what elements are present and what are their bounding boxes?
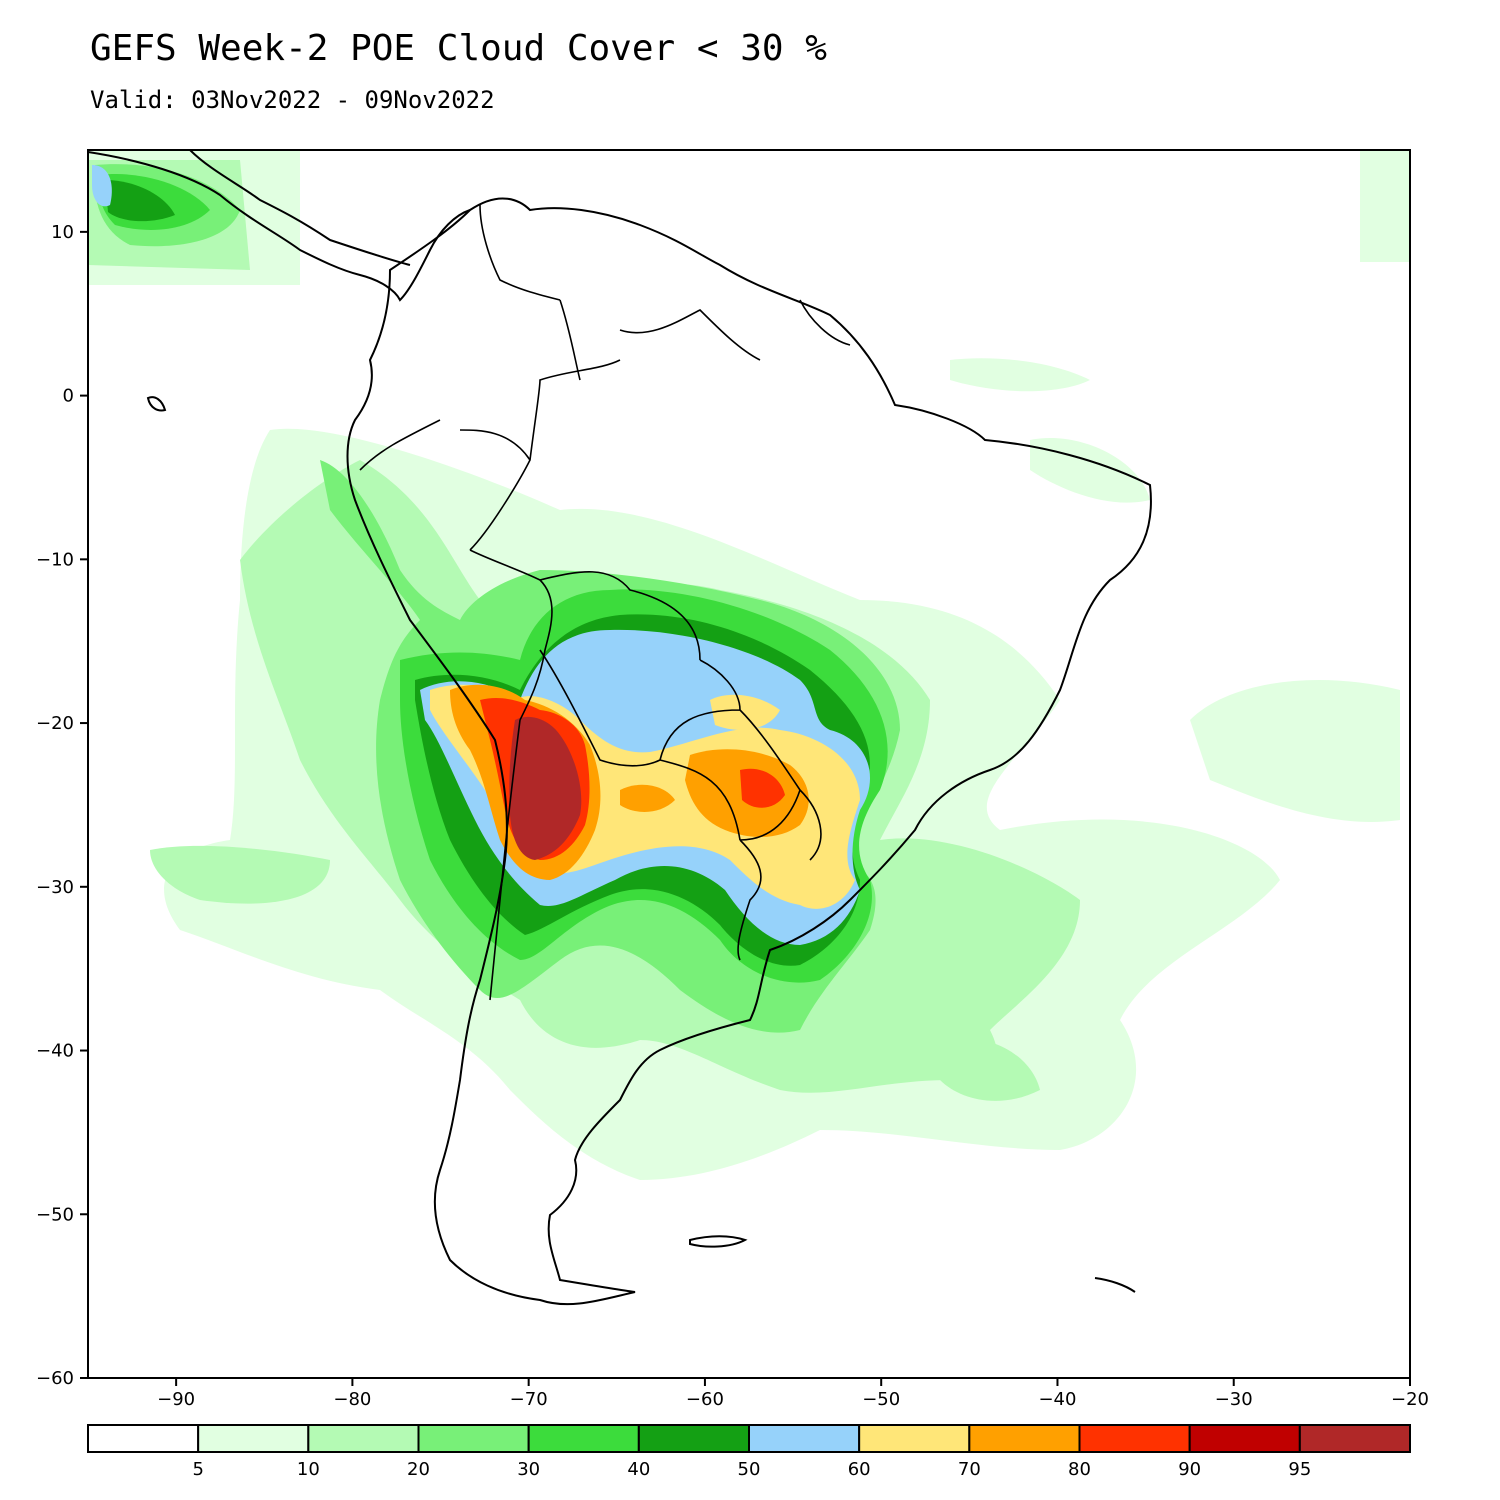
- south-georgia: [1094, 1277, 1136, 1293]
- coastline-borders: [88, 150, 1152, 1306]
- galapagos: [146, 396, 167, 412]
- central-america-coastline: [88, 151, 471, 302]
- colorbar-label: 20: [407, 1459, 430, 1480]
- colorbar-swatch: [527, 1424, 640, 1453]
- colorbar-label: 30: [517, 1459, 540, 1480]
- central-america-coast-north: [189, 150, 411, 266]
- colorbar: 5 10 20 30 40 50 60 70 80 90 95: [87, 1424, 1412, 1480]
- colorbar-swatch: [1298, 1424, 1412, 1453]
- x-tick-label: −40: [1038, 1389, 1076, 1410]
- country-borders: [359, 204, 851, 1001]
- colorbar-swatch: [1188, 1424, 1301, 1453]
- y-tick-label: 0: [63, 386, 74, 407]
- probability-field: [88, 150, 1410, 1181]
- falkland-islands: [689, 1235, 748, 1248]
- colorbar-label: 70: [958, 1459, 981, 1480]
- x-tick-label: −50: [862, 1389, 900, 1410]
- x-tick-label: −20: [1391, 1389, 1429, 1410]
- x-tick-label: −60: [686, 1389, 724, 1410]
- colorbar-swatch: [197, 1424, 310, 1453]
- colorbar-label: 95: [1288, 1459, 1311, 1480]
- colorbar-label: 5: [192, 1459, 203, 1480]
- x-tick-label: −80: [333, 1389, 371, 1410]
- axis-ticks: −90 −80 −70 −60 −50 −40 −30 −20 10 0 −10 −20 −30 −40 −…: [36, 222, 1429, 1410]
- colorbar-label: 40: [627, 1459, 650, 1480]
- y-tick-label: −10: [36, 549, 74, 570]
- colorbar-swatch: [87, 1424, 200, 1453]
- plot-frame: [87, 149, 1411, 1379]
- map-subtitle: Valid: 03Nov2022 - 09Nov2022: [90, 86, 495, 114]
- colorbar-swatch: [307, 1424, 420, 1453]
- y-tick-label: −40: [36, 1041, 74, 1062]
- colorbar-swatch: [968, 1424, 1081, 1453]
- colorbar-swatch: [1078, 1424, 1191, 1453]
- colorbar-label: 10: [297, 1459, 320, 1480]
- colorbar-swatch: [417, 1424, 530, 1453]
- field-95-plus: [509, 716, 582, 860]
- y-tick-label: −60: [36, 1368, 74, 1389]
- y-tick-label: −20: [36, 713, 74, 734]
- south-america-coastline: [346, 197, 1152, 1306]
- colorbar-swatch: [637, 1424, 750, 1453]
- map-title: GEFS Week-2 POE Cloud Cover < 30 %: [90, 28, 827, 69]
- colorbar-swatch: [748, 1424, 861, 1453]
- colorbar-label: 80: [1068, 1459, 1091, 1480]
- colorbar-label: 60: [848, 1459, 871, 1480]
- x-tick-label: −90: [157, 1389, 195, 1410]
- y-tick-label: 10: [51, 222, 74, 243]
- x-tick-label: −70: [510, 1389, 548, 1410]
- colorbar-label: 90: [1178, 1459, 1201, 1480]
- colorbar-label: 50: [738, 1459, 761, 1480]
- y-tick-label: −30: [36, 877, 74, 898]
- x-tick-label: −30: [1215, 1389, 1253, 1410]
- colorbar-swatch: [858, 1424, 971, 1453]
- y-tick-label: −50: [36, 1204, 74, 1225]
